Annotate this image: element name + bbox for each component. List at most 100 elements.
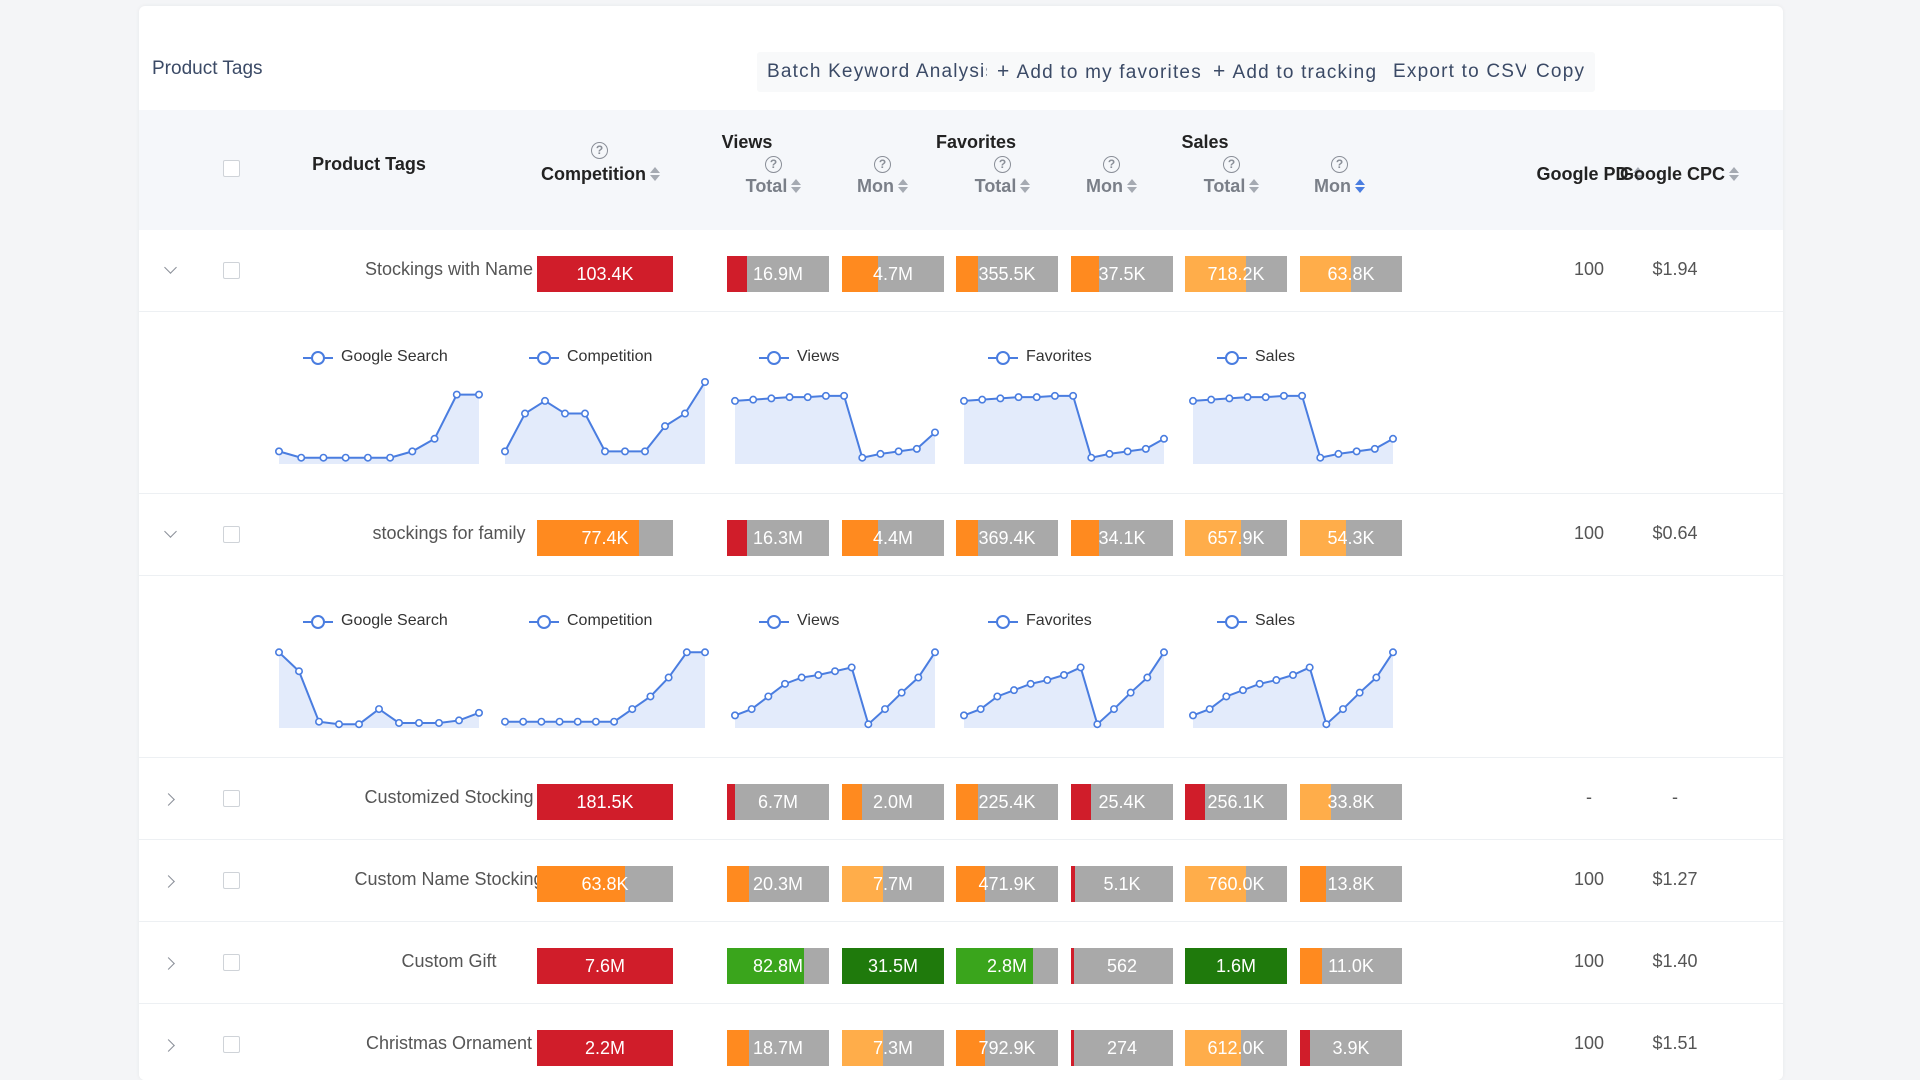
batch-keyword-analysis-button[interactable]: Batch Keyword Analysis: [757, 52, 1007, 92]
trend-point[interactable]: [295, 667, 304, 676]
trend-point[interactable]: [315, 717, 324, 726]
trend-point[interactable]: [767, 394, 776, 403]
select-all-checkbox[interactable]: [223, 160, 240, 177]
trend-point[interactable]: [1076, 663, 1085, 672]
header-google-cpc[interactable]: Google CPC: [1579, 164, 1779, 185]
trend-point[interactable]: [1352, 447, 1361, 456]
trend-point[interactable]: [1207, 395, 1216, 404]
header-favorites-total[interactable]: Total: [952, 176, 1052, 197]
trend-point[interactable]: [540, 396, 549, 405]
trend-point[interactable]: [1189, 711, 1198, 720]
trend-point[interactable]: [976, 705, 985, 714]
header-google-pd[interactable]: Google PD: [1489, 164, 1689, 185]
trend-point[interactable]: [1239, 686, 1248, 695]
trend-point[interactable]: [700, 648, 709, 657]
add-to-tracking-button[interactable]: + Add to tracking: [1203, 52, 1388, 92]
product-tag-keyword[interactable]: Stockings with Name: [364, 259, 534, 279]
sales-mon-help-icon[interactable]: ?: [1331, 156, 1348, 173]
trend-point[interactable]: [1050, 391, 1059, 400]
trend-point[interactable]: [1225, 394, 1234, 403]
trend-point[interactable]: [1389, 648, 1398, 657]
header-sales-mon[interactable]: Mon: [1289, 176, 1389, 197]
trend-point[interactable]: [341, 453, 350, 462]
header-favorites-mon[interactable]: Mon: [1061, 176, 1161, 197]
trend-legend-label[interactable]: Views: [797, 348, 840, 365]
trend-point[interactable]: [1261, 393, 1270, 402]
header-competition[interactable]: Competition: [495, 164, 705, 185]
trend-point[interactable]: [814, 671, 823, 680]
row-checkbox[interactable]: [223, 526, 240, 543]
trend-point[interactable]: [1298, 391, 1307, 400]
row-checkbox[interactable]: [223, 790, 240, 807]
trend-point[interactable]: [454, 716, 463, 725]
trend-point[interactable]: [930, 648, 939, 657]
trend-point[interactable]: [555, 717, 564, 726]
trend-point[interactable]: [646, 692, 655, 701]
sales-total-help-icon[interactable]: ?: [1223, 156, 1240, 173]
trend-point[interactable]: [580, 409, 589, 418]
trend-point[interactable]: [375, 705, 384, 714]
trend-point[interactable]: [591, 717, 600, 726]
product-tag-keyword[interactable]: Customized Stocking: [364, 787, 534, 807]
trend-point[interactable]: [959, 711, 968, 720]
trend-point[interactable]: [897, 688, 906, 697]
trend-point[interactable]: [500, 717, 509, 726]
trend-point[interactable]: [1243, 393, 1252, 402]
trend-point[interactable]: [297, 453, 306, 462]
trend-point[interactable]: [1014, 393, 1023, 402]
trend-point[interactable]: [363, 453, 372, 462]
trend-point[interactable]: [1069, 391, 1078, 400]
trend-point[interactable]: [474, 390, 483, 399]
trend-point[interactable]: [803, 393, 812, 402]
trend-legend-label[interactable]: Google Search: [341, 612, 448, 629]
collapse-chevron-icon[interactable]: [164, 525, 177, 538]
trend-point[interactable]: [408, 447, 417, 456]
trend-point[interactable]: [864, 720, 873, 729]
header-sales-total[interactable]: Total: [1181, 176, 1281, 197]
trend-point[interactable]: [830, 667, 839, 676]
trend-point[interactable]: [1126, 688, 1135, 697]
expand-chevron-icon[interactable]: [162, 875, 175, 888]
trend-point[interactable]: [1032, 393, 1041, 402]
trend-point[interactable]: [959, 396, 968, 405]
trend-point[interactable]: [610, 717, 619, 726]
trend-point[interactable]: [414, 718, 423, 727]
trend-point[interactable]: [1316, 453, 1325, 462]
trend-point[interactable]: [452, 390, 461, 399]
trend-point[interactable]: [876, 449, 885, 458]
trend-point[interactable]: [785, 393, 794, 402]
trend-point[interactable]: [747, 705, 756, 714]
trend-point[interactable]: [1334, 449, 1343, 458]
copy-button[interactable]: Copy: [1526, 52, 1596, 92]
trend-point[interactable]: [780, 679, 789, 688]
trend-point[interactable]: [1026, 679, 1035, 688]
row-checkbox[interactable]: [223, 954, 240, 971]
trend-point[interactable]: [730, 711, 739, 720]
trend-point[interactable]: [700, 378, 709, 387]
trend-point[interactable]: [914, 673, 923, 682]
views-total-help-icon[interactable]: ?: [765, 156, 782, 173]
trend-point[interactable]: [978, 395, 987, 404]
trend-point[interactable]: [1372, 673, 1381, 682]
trend-point[interactable]: [537, 717, 546, 726]
trend-legend-label[interactable]: Favorites: [1026, 348, 1092, 365]
trend-legend-label[interactable]: Views: [797, 612, 840, 629]
trend-point[interactable]: [640, 447, 649, 456]
trend-point[interactable]: [664, 673, 673, 682]
trend-point[interactable]: [1279, 391, 1288, 400]
competition-help-icon[interactable]: ?: [591, 142, 608, 159]
product-tag-keyword[interactable]: Custom Name Stocking: [354, 869, 544, 889]
trend-point[interactable]: [386, 453, 395, 462]
trend-point[interactable]: [682, 648, 691, 657]
trend-legend-label[interactable]: Sales: [1255, 348, 1296, 365]
trend-point[interactable]: [1370, 444, 1379, 453]
trend-point[interactable]: [1272, 676, 1281, 685]
trend-point[interactable]: [840, 391, 849, 400]
trend-point[interactable]: [749, 395, 758, 404]
row-checkbox[interactable]: [223, 872, 240, 889]
trend-point[interactable]: [434, 718, 443, 727]
trend-legend-label[interactable]: Competition: [567, 612, 653, 629]
trend-point[interactable]: [1059, 671, 1068, 680]
product-tag-keyword[interactable]: stockings for family: [372, 523, 526, 543]
trend-legend-label[interactable]: Favorites: [1026, 612, 1092, 629]
